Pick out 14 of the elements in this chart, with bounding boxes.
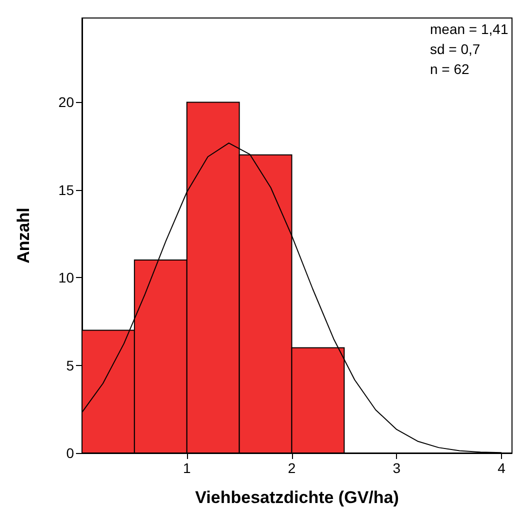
annotation: sd = 0,7 <box>430 41 480 57</box>
x-tick-label: 1 <box>182 460 191 476</box>
y-tick-label: 15 <box>58 182 74 198</box>
y-tick-label: 20 <box>58 94 74 110</box>
y-tick-label: 0 <box>66 445 74 461</box>
x-axis-title: Viehbesatzdichte (GV/ha) <box>195 488 399 507</box>
x-tick-label: 3 <box>392 460 401 476</box>
y-tick-label: 5 <box>66 357 74 374</box>
y-tick-label: 10 <box>58 270 74 286</box>
annotation: mean = 1,41 <box>430 21 508 37</box>
annotation: n = 62 <box>430 61 470 77</box>
x-tick-label: 2 <box>288 460 296 476</box>
y-axis-title: Anzahl <box>14 208 33 264</box>
x-tick-label: 4 <box>498 460 506 476</box>
